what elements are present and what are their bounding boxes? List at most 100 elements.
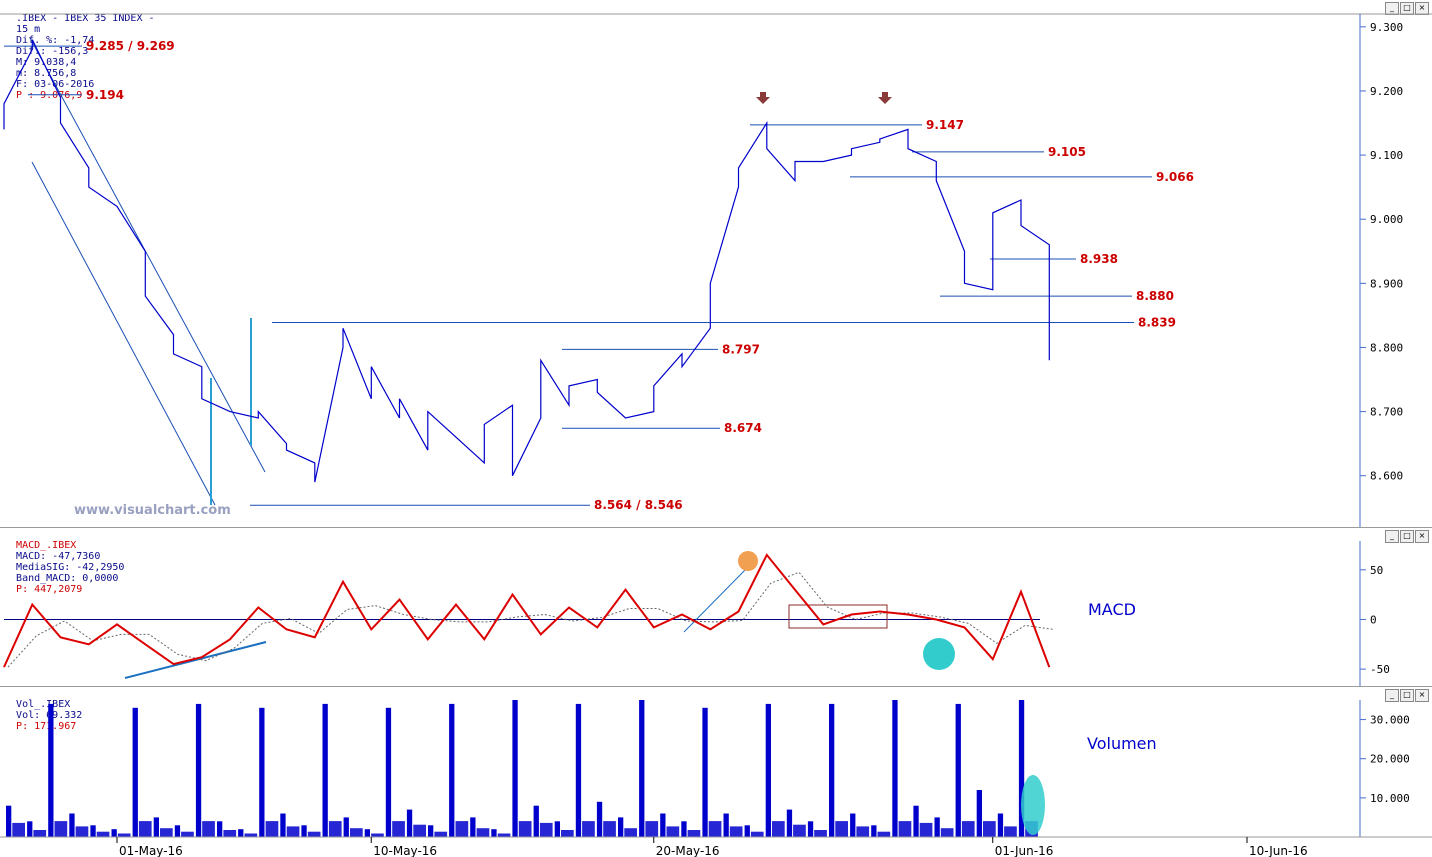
price-y-ticks: 9.300 9.200 9.100 9.000 8.900 8.800 8.700 8.600 xyxy=(1360,21,1403,483)
volume-bar xyxy=(160,828,173,837)
volume-bar xyxy=(793,824,806,837)
volume-window-buttons: _ □ × xyxy=(1385,689,1429,702)
watermark: www.visualchart.com xyxy=(74,503,231,518)
volume-bar xyxy=(702,707,708,837)
maximize-button[interactable]: □ xyxy=(1400,689,1414,702)
volume-bar xyxy=(814,830,827,837)
level-label: 8.938 xyxy=(1080,252,1118,266)
volume-bar xyxy=(961,821,975,837)
volume-bar xyxy=(301,825,307,837)
volume-bar xyxy=(69,813,75,837)
volume-annotations xyxy=(1021,775,1045,835)
volume-bar xyxy=(280,813,286,837)
volume-bar xyxy=(202,821,215,837)
volume-bar xyxy=(687,830,701,837)
volume-bar xyxy=(750,831,764,837)
volume-bar xyxy=(934,817,940,837)
volume-bar xyxy=(244,833,258,837)
interval-label: 15 m xyxy=(16,24,41,35)
volume-bar xyxy=(512,700,518,837)
volume-panel-title: Volumen xyxy=(1087,734,1157,753)
down-arrow-icon xyxy=(756,92,770,104)
volume-bar xyxy=(729,826,743,837)
price-y-tick-label: 9.300 xyxy=(1370,21,1403,34)
panel-separator[interactable] xyxy=(0,527,1432,528)
volume-bar xyxy=(343,817,349,837)
minimize-button[interactable]: _ xyxy=(1385,530,1399,543)
dif-pct-label: Dif. %: -1,74 xyxy=(16,35,95,46)
level-label: 8.797 xyxy=(722,342,760,356)
volume-bar xyxy=(12,822,25,837)
volume-bar xyxy=(132,707,138,837)
volume-bar xyxy=(54,821,68,837)
volume-bar xyxy=(997,813,1004,837)
volume-bar xyxy=(153,817,159,837)
price-panel[interactable]: 9.300 9.200 9.100 9.000 8.900 8.800 8.700 8.600… xyxy=(0,13,1432,527)
volume-bar xyxy=(90,825,96,837)
panel-separator[interactable] xyxy=(0,686,1432,687)
volume-bar xyxy=(575,703,582,837)
volume-bar xyxy=(618,817,624,837)
volume-bar xyxy=(434,831,448,837)
x-tick-label: 10-May-16 xyxy=(373,844,437,857)
volume-bar xyxy=(744,825,750,837)
close-button[interactable]: × xyxy=(1415,530,1429,543)
volume-bar xyxy=(723,813,729,837)
volume-bar xyxy=(645,821,659,837)
volume-bar xyxy=(265,821,279,837)
volume-bar xyxy=(174,825,181,837)
trend-channel xyxy=(29,37,266,506)
volume-bar xyxy=(328,821,342,837)
volume-bar xyxy=(371,833,384,837)
volume-bar xyxy=(413,824,426,837)
volume-bar xyxy=(554,821,560,837)
volume-y-tick-label: 20.000 xyxy=(1370,753,1410,766)
macd-panel-header: MACD_.IBEX MACD: -47,7360 MediaSIG: -42,… xyxy=(4,529,124,595)
maximize-button[interactable]: □ xyxy=(1400,530,1414,543)
volume-bar xyxy=(955,703,961,837)
volume-bar xyxy=(307,831,321,837)
level-label: 8.880 xyxy=(1136,289,1174,303)
volume-panel[interactable]: 30.000 20.000 10.000 Volumen xyxy=(6,700,1410,837)
volume-bar xyxy=(533,805,539,837)
volume-bar xyxy=(835,821,848,837)
price-y-tick-label: 8.900 xyxy=(1370,277,1403,290)
level-label: 9.194 xyxy=(86,88,124,102)
volume-bar xyxy=(983,821,996,837)
macd-peak-marker xyxy=(738,551,758,571)
x-tick-label: 01-Jun-16 xyxy=(995,844,1054,857)
max-label: M: 9.038,4 xyxy=(16,57,77,68)
volume-bar xyxy=(476,828,490,837)
price-series-line xyxy=(3,39,1050,483)
volume-bar xyxy=(871,825,877,837)
volume-bar xyxy=(259,707,265,837)
volume-bar xyxy=(856,826,870,837)
volume-bar xyxy=(877,831,891,837)
volume-bar xyxy=(772,821,785,837)
volume-bar xyxy=(913,805,919,837)
volume-bar xyxy=(765,703,771,837)
macd-series-line xyxy=(3,553,1051,668)
volume-bar xyxy=(708,821,722,837)
vol-p-label: P: 171.967 xyxy=(16,721,77,732)
macd-value-label: MACD: -47,7360 xyxy=(16,551,101,562)
price-y-tick-label: 9.100 xyxy=(1370,149,1403,162)
signal-series-line xyxy=(7,571,1054,668)
level-label: 8.564 / 8.546 xyxy=(594,498,683,512)
volume-bar xyxy=(6,805,12,837)
macd-y-tick-label: -50 xyxy=(1370,663,1390,676)
volume-bar xyxy=(807,821,814,837)
minimize-button[interactable]: _ xyxy=(1385,689,1399,702)
volume-bar xyxy=(33,830,47,837)
volume-bar xyxy=(892,700,898,837)
macd-panel[interactable]: 50 0 -50 MACD xyxy=(3,541,1390,686)
volume-bar xyxy=(238,829,244,837)
vol-name-label: Vol_.IBEX xyxy=(16,699,71,710)
close-button[interactable]: × xyxy=(1415,689,1429,702)
price-y-tick-label: 8.700 xyxy=(1370,406,1403,419)
volume-bar xyxy=(223,830,237,837)
price-y-tick-label: 9.200 xyxy=(1370,85,1403,98)
macd-trough-marker xyxy=(923,638,955,670)
signal-value-label: MediaSIG: -42,2950 xyxy=(16,562,125,573)
